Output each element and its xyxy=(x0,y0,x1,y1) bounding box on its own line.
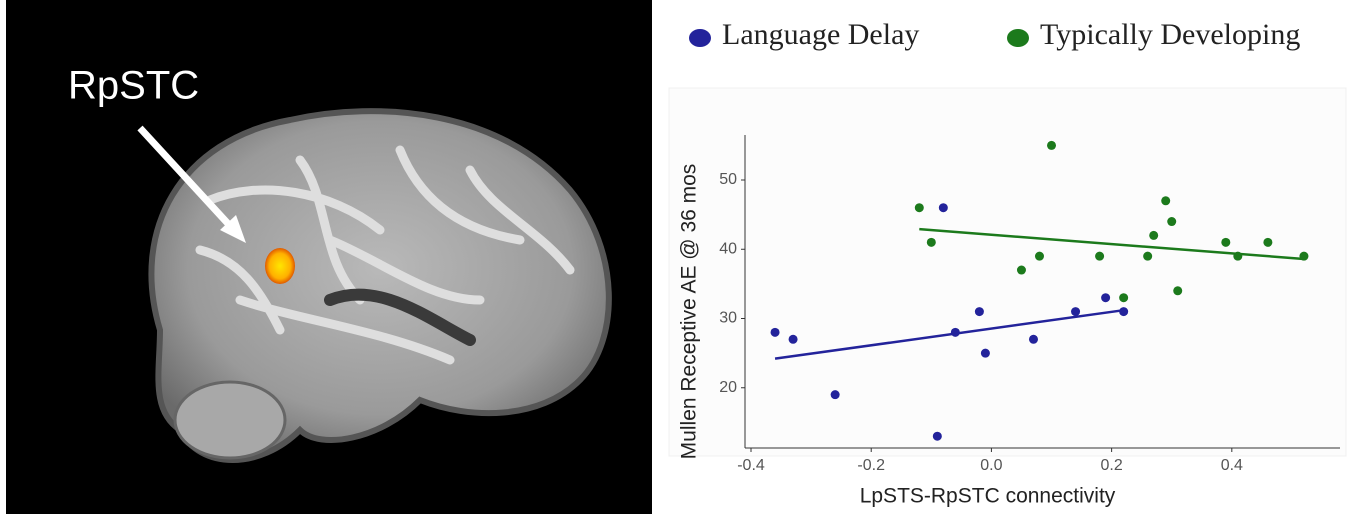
data-point xyxy=(1119,307,1128,316)
data-point xyxy=(1221,238,1230,247)
data-point xyxy=(1143,252,1152,261)
data-point xyxy=(1071,307,1080,316)
data-point xyxy=(951,328,960,337)
data-point xyxy=(915,203,924,212)
legend-label: Typically Developing xyxy=(1040,18,1300,51)
data-point xyxy=(981,349,990,358)
data-point xyxy=(831,390,840,399)
plot-panel xyxy=(669,88,1346,456)
x-tick-label: 0.4 xyxy=(1221,457,1243,474)
data-point xyxy=(939,203,948,212)
data-point xyxy=(1119,293,1128,302)
y-axis-label: Mullen Receptive AE @ 36 mos xyxy=(678,164,701,460)
y-tick-label: 20 xyxy=(719,379,737,396)
legend-marker xyxy=(689,29,711,47)
data-point xyxy=(1233,252,1242,261)
data-point xyxy=(1095,252,1104,261)
figure: RpSTC 20 30 40 50 -0.4 -0.2 0.0 0.2 0.4 LpSTS-RpS… xyxy=(0,0,1361,519)
x-tick-label: 0.0 xyxy=(980,457,1002,474)
data-point xyxy=(1101,293,1110,302)
brain-image: RpSTC xyxy=(6,0,652,514)
data-point xyxy=(1299,252,1308,261)
y-tick-label: 50 xyxy=(719,171,737,188)
data-point xyxy=(975,307,984,316)
x-tick-label: -0.2 xyxy=(857,457,885,474)
data-point xyxy=(1047,141,1056,150)
data-point xyxy=(1161,196,1170,205)
x-tick-label: -0.4 xyxy=(737,457,765,474)
activation-blob xyxy=(265,248,295,284)
data-point xyxy=(789,335,798,344)
x-tick-label: 0.2 xyxy=(1100,457,1122,474)
legend-marker xyxy=(1007,29,1029,47)
y-tick-label: 40 xyxy=(719,240,737,257)
data-point xyxy=(1173,286,1182,295)
image-label: RpSTC xyxy=(68,64,199,108)
data-point xyxy=(1149,231,1158,240)
data-point xyxy=(927,238,936,247)
legend-label: Language Delay xyxy=(722,18,919,51)
cerebellum xyxy=(175,382,285,458)
x-axis-label: LpSTS-RpSTC connectivity xyxy=(860,485,1116,508)
y-tick-label: 30 xyxy=(719,310,737,327)
data-point xyxy=(1017,266,1026,275)
data-point xyxy=(1029,335,1038,344)
page: {"image": {"label": "RpSTC"}, "chart_dat… xyxy=(0,0,1361,519)
data-point xyxy=(933,432,942,441)
data-point xyxy=(1263,238,1272,247)
data-point xyxy=(1035,252,1044,261)
data-point xyxy=(771,328,780,337)
data-point xyxy=(1167,217,1176,226)
